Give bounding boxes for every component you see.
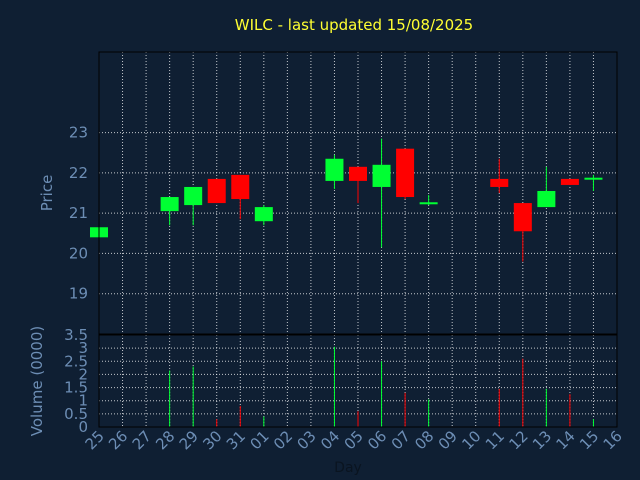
volume-axis-label: Volume (0000): [28, 326, 46, 436]
volume-tick-label: 2: [78, 365, 88, 383]
price-tick-label: 20: [69, 244, 88, 262]
volume-bars: [169, 346, 594, 427]
candle-body: [207, 178, 226, 204]
candle-body: [231, 174, 250, 200]
volume-tick-label: 0: [78, 418, 88, 436]
candle-body: [513, 203, 532, 232]
price-tick-label: 21: [69, 204, 88, 222]
candle-body: [184, 186, 203, 206]
volume-tick-label: 3.5: [64, 326, 88, 344]
price-panel-frame: [98, 51, 618, 335]
volume-tick-label: 1.5: [64, 379, 88, 397]
volume-tick-label: 2.5: [64, 352, 88, 370]
candle-body: [372, 164, 391, 187]
volume-tick-label: 1: [78, 392, 88, 410]
candle-body: [325, 158, 344, 181]
price-axis-label: Price: [38, 175, 56, 212]
x-axis-label: Day: [334, 460, 362, 476]
price-tick-label: 19: [69, 285, 88, 303]
candle-body: [396, 148, 415, 198]
candle-body: [160, 197, 179, 212]
candle-body: [254, 207, 273, 222]
candle-body: [537, 190, 556, 208]
candle-body: [490, 178, 509, 187]
volume-tick-label: 3: [78, 339, 88, 357]
candle-body: [419, 202, 438, 205]
candle-body: [560, 178, 579, 185]
volume-tick-label: 0.5: [64, 405, 88, 423]
candle-body: [584, 177, 603, 180]
price-tick-label: 23: [69, 124, 88, 142]
volume-panel-frame: [98, 334, 618, 428]
candle-body: [349, 166, 367, 181]
price-tick-label: 22: [69, 164, 88, 182]
chart-title: WILC - last updated 15/08/2025: [235, 16, 473, 34]
